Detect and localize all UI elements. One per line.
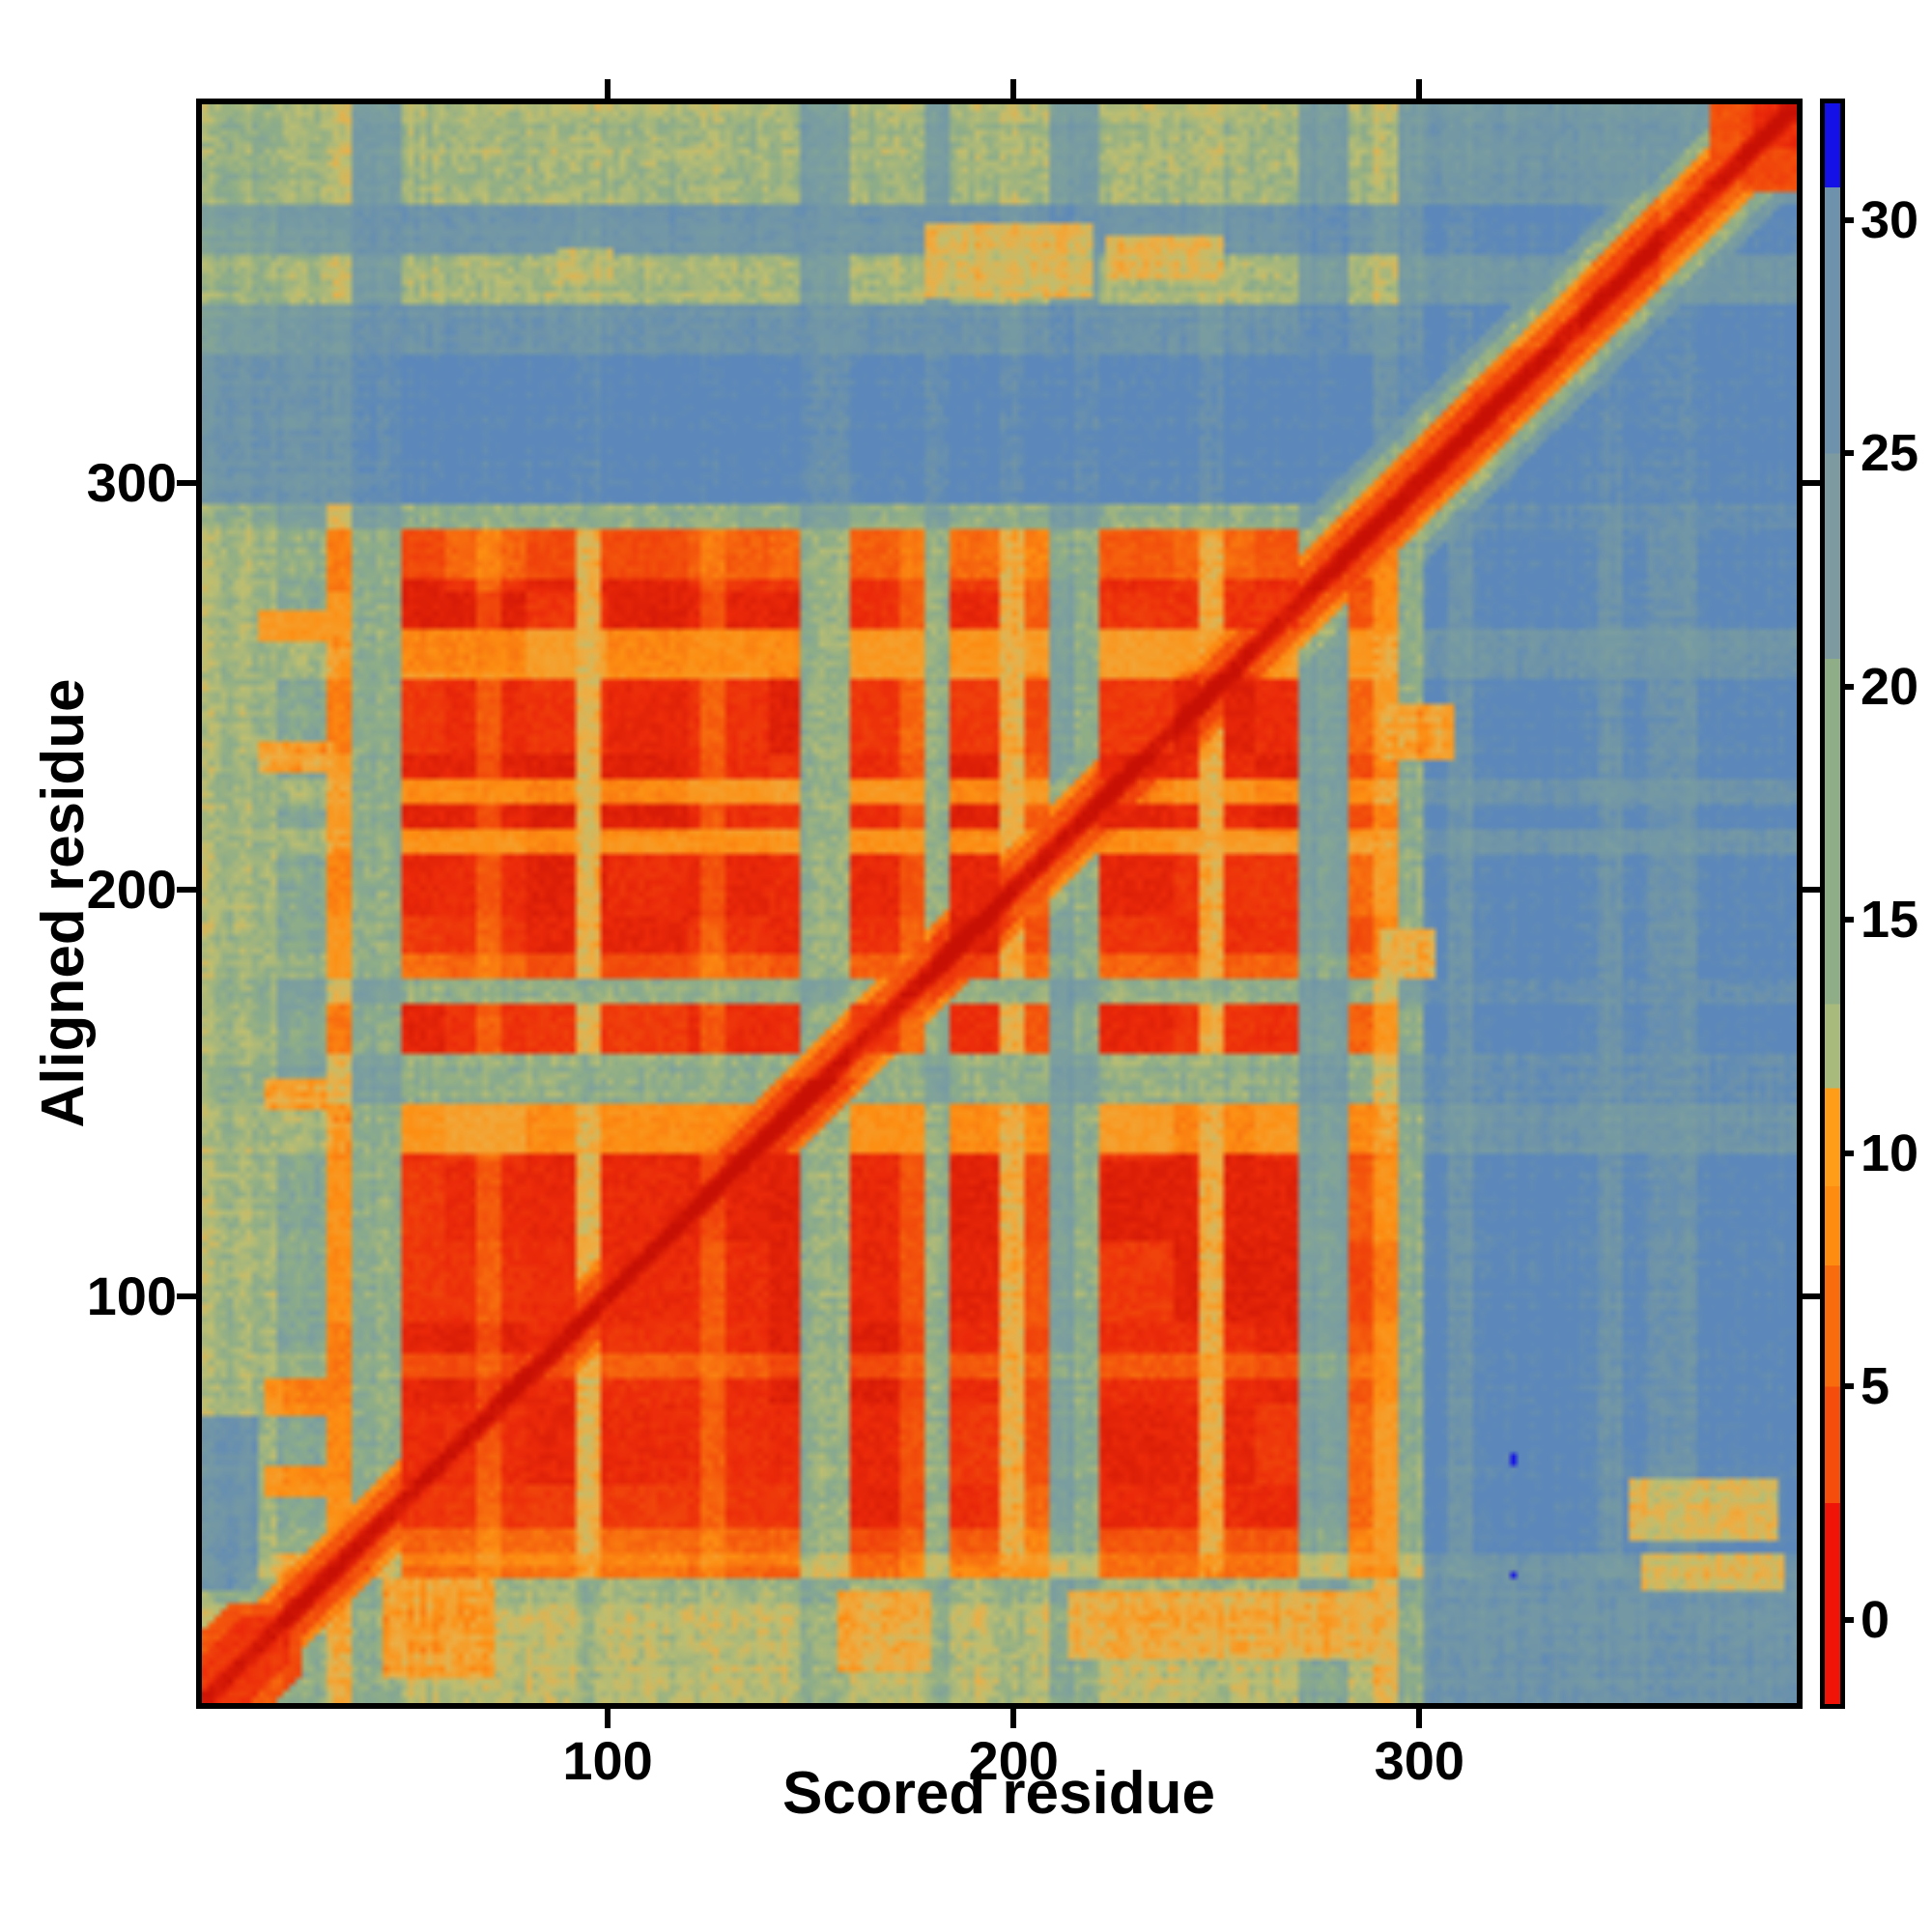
y-tick-mark [177,886,196,893]
colorbar-tick-mark [1844,216,1854,223]
colorbar-tick-mark [1844,683,1854,690]
colorbar [1820,99,1845,1709]
x-tick-mark [1010,1709,1017,1728]
x-tick-label: 300 [1374,1730,1465,1791]
colorbar-tick-label: 30 [1861,190,1919,249]
top-tick-mark [1416,79,1423,99]
top-tick-mark [1010,79,1017,99]
x-tick-mark [1416,1709,1423,1728]
colorbar-tick-mark [1844,1617,1854,1624]
x-tick-mark [605,1709,611,1728]
colorbar-tick-label: 0 [1861,1591,1890,1650]
x-tick-label: 100 [562,1730,653,1791]
x-tick-label: 200 [968,1730,1059,1791]
y-tick-label: 100 [86,1264,177,1326]
colorbar-tick-label: 5 [1861,1357,1890,1416]
x-axis-title: Scored residue [782,1760,1215,1827]
colorbar-tick-label: 10 [1861,1123,1919,1182]
pae-heatmap-canvas [202,104,1797,1703]
colorbar-tick-mark [1844,917,1854,923]
y-tick-mark [177,479,196,486]
colorbar-tick-mark [1844,1383,1854,1390]
colorbar-tick-mark [1844,1150,1854,1156]
colorbar-gradient [1825,103,1840,1704]
y-tick-mark [177,1293,196,1299]
y-tick-label: 200 [86,858,177,920]
colorbar-tick-label: 15 [1861,891,1919,950]
colorbar-tick-label: 25 [1861,424,1919,483]
colorbar-tick-label: 20 [1861,657,1919,716]
y-axis-title: Aligned residue [30,678,97,1128]
right-tick-mark [1803,886,1822,893]
top-tick-mark [605,79,611,99]
colorbar-tick-mark [1844,450,1854,457]
right-tick-mark [1803,1293,1822,1299]
y-tick-label: 300 [86,451,177,513]
right-tick-mark [1803,479,1822,486]
